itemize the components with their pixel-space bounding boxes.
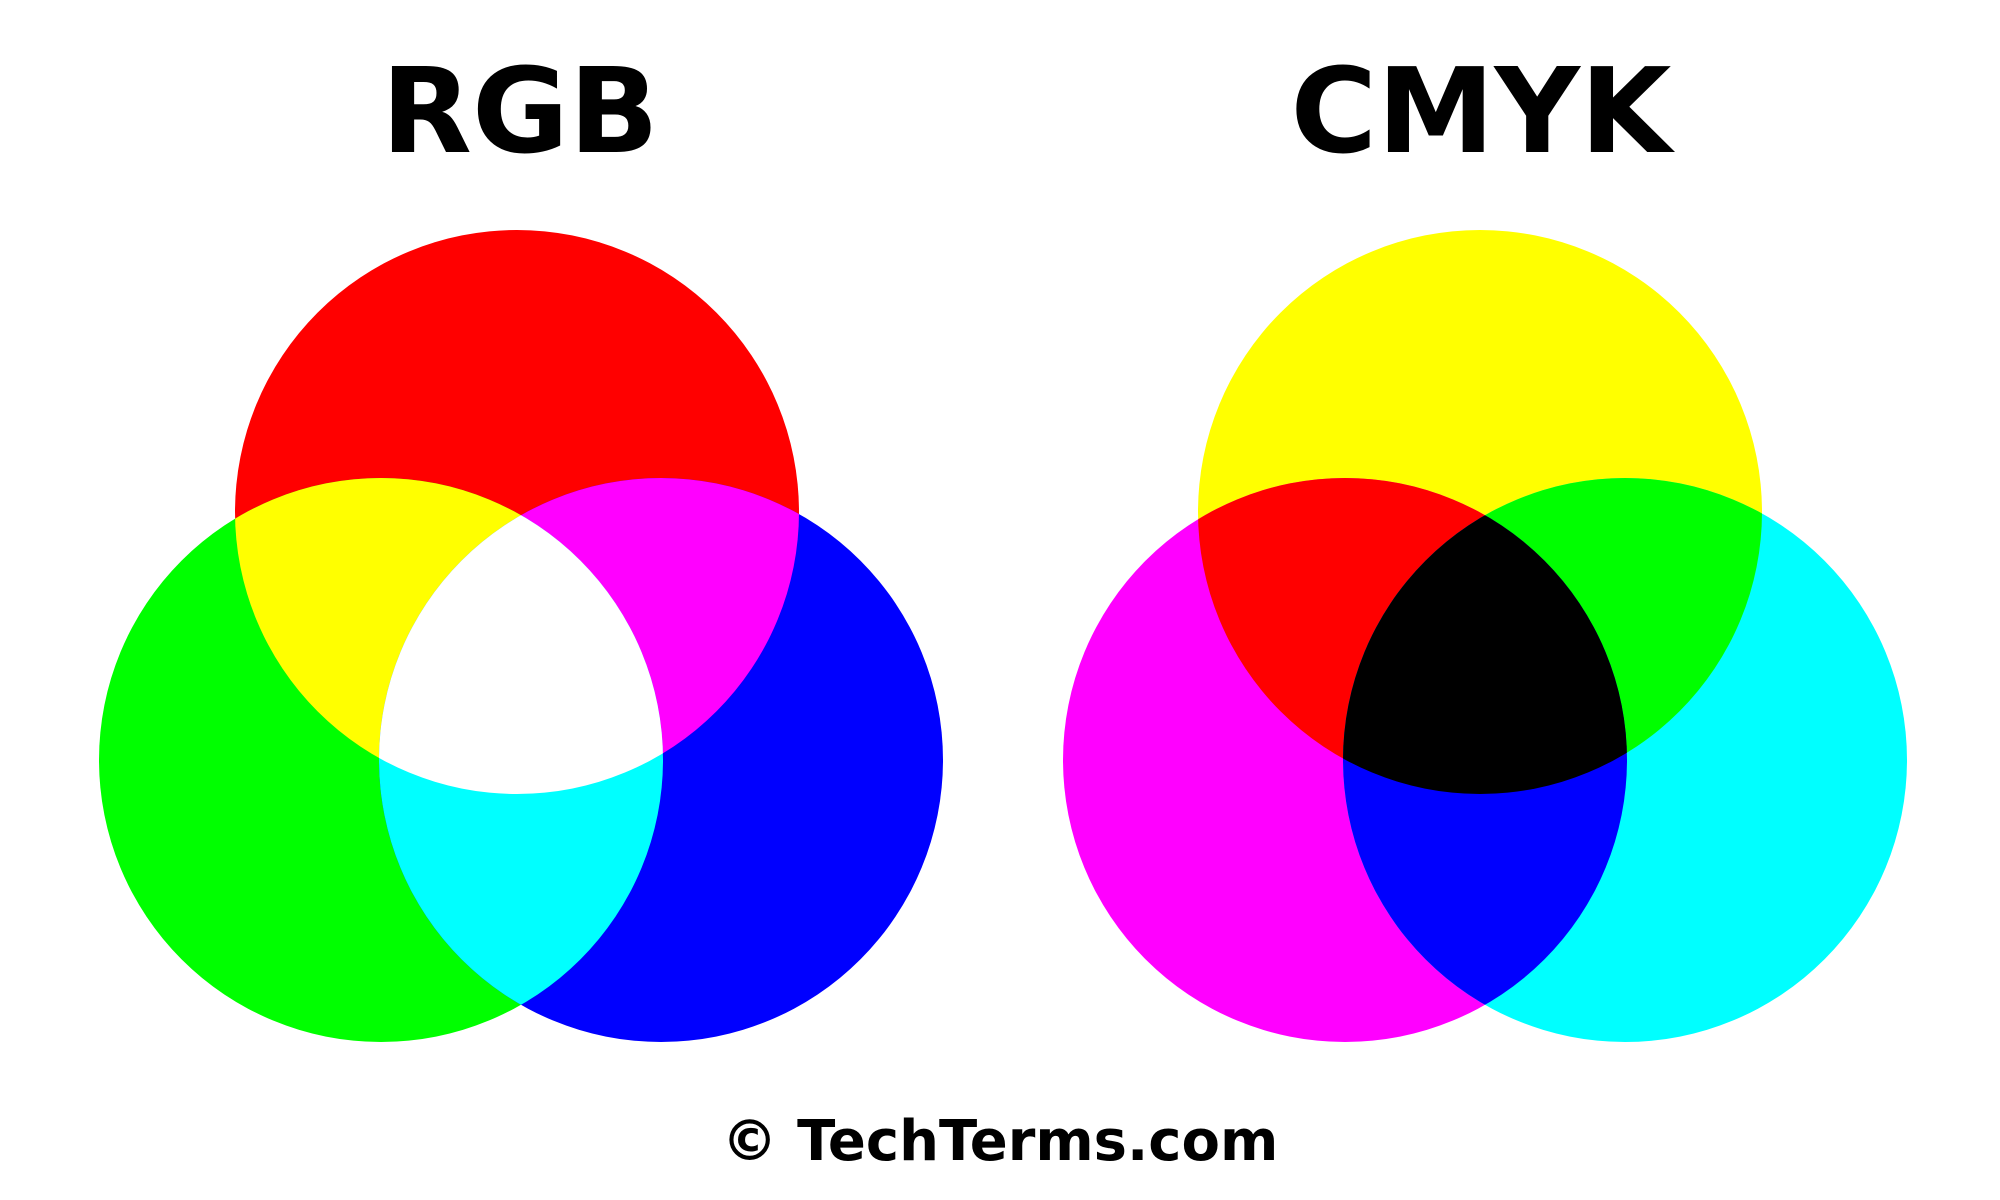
rgb-venn-diagram: [99, 230, 943, 1042]
rgb-title: RGB: [381, 42, 659, 180]
copyright-credit: © TechTerms.com: [722, 1109, 1279, 1174]
cmyk-title: CMYK: [1291, 42, 1676, 180]
cmyk-venn-diagram: [1063, 230, 1907, 1042]
